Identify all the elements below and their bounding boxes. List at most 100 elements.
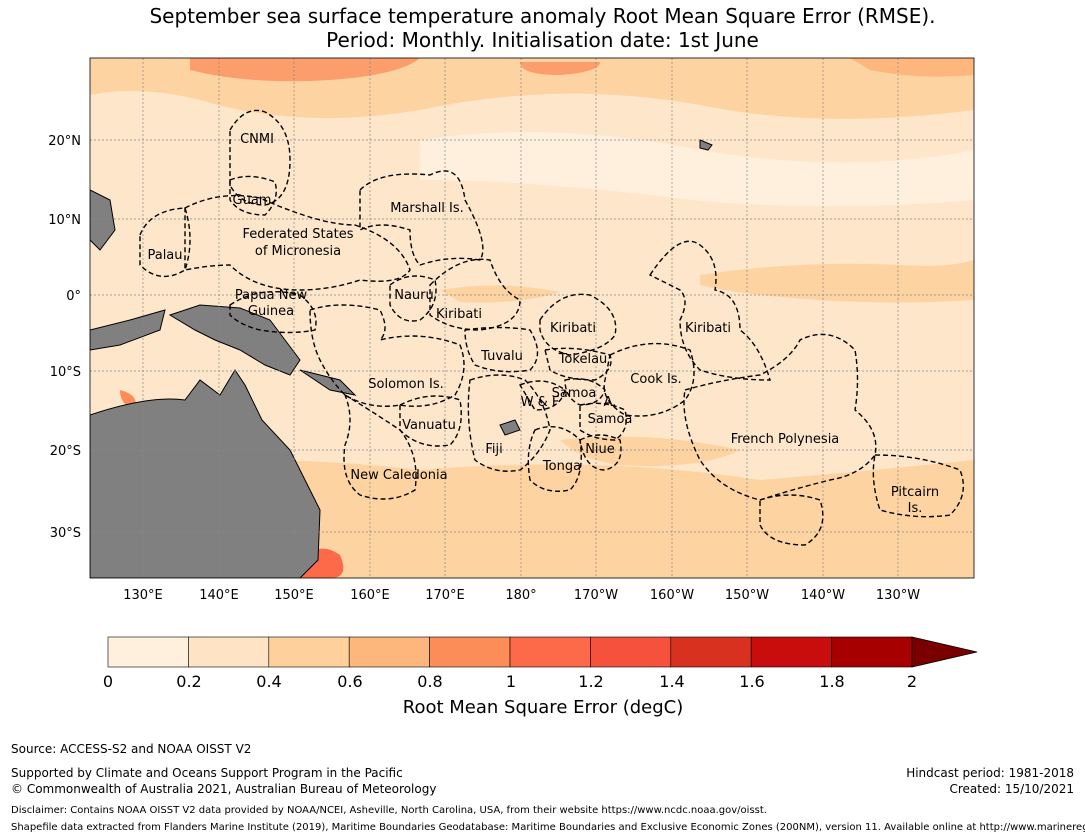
lon-tick: 170°W [574,588,618,603]
hindcast-text: Hindcast period: 1981-2018 [906,766,1074,780]
lon-tick: 140°W [801,588,845,603]
eez-vanuatu [399,395,462,447]
colorbar-cells [107,636,913,668]
map-frame [89,57,975,579]
indonesia-land [90,309,166,351]
colorbar-cell [268,636,350,668]
colorbar-extend-arrow [911,636,978,668]
label-tuvalu: Tuvalu [480,349,523,364]
light-patch [420,132,974,207]
lon-tick: 180° [505,588,536,603]
colorbar-tick: 0 [103,672,113,691]
colorbar-tick: 2 [907,672,917,691]
eez-pitcairn [872,454,964,518]
eez-tonga [527,426,582,492]
eez-samoa [564,378,606,406]
fiji-land [499,419,521,436]
label-guam: Guam [233,193,272,208]
lat-tick: 20°N [48,134,81,149]
colorbar-cell [670,636,752,668]
graticule [90,58,974,578]
colorbar-tick: 0.2 [176,672,201,691]
label-png-2: Guinea [248,304,294,319]
colorbar-cell [509,636,591,668]
lon-tick: 150°E [274,588,314,603]
colorbar-tick: 1.8 [819,672,844,691]
disclaimer-text: Disclaimer: Contains NOAA OISST V2 data … [11,805,767,816]
label-am-samoa: Samoa [588,412,633,427]
eez-fp-south [759,494,824,546]
label-niue: Niue [585,442,615,457]
hawaii-land [699,139,713,151]
north-hot-patch-2 [520,62,600,75]
colorbar-tick: 1.2 [578,672,603,691]
lat-tick: 30°S [50,526,81,541]
label-kiribati-w: Kiribati [436,307,482,322]
eez-new-caledonia [343,393,417,500]
colorbar-tick: 1.6 [739,672,764,691]
australia-land [90,369,321,578]
chart-title-line-2: Period: Monthly. Initialisation date: 1s… [326,28,759,52]
north-warm-patch [850,58,974,77]
lat-tick: 20°S [50,444,81,459]
eez-cook [603,342,695,417]
lon-tick: 130°E [123,588,163,603]
eez-nauru [389,275,437,322]
colorbar-label: Root Mean Square Error (degC) [403,697,684,718]
colorbar-tick: 0.6 [337,672,362,691]
eez-solomon [309,304,465,407]
eez-kiribati-e [648,240,771,381]
colorbar-cell [188,636,270,668]
lon-tick: 160°W [650,588,694,603]
rmse-field [90,58,974,578]
eez-guam [229,175,277,216]
lat-tick: 0° [66,289,81,304]
eez-fiji [467,374,551,472]
colorbar-tick: 0.8 [417,672,442,691]
source-text: Source: ACCESS-S2 and NOAA OISST V2 [11,742,252,756]
label-vanuatu: Vanuatu [402,418,456,433]
label-samoa: Samoa [552,386,597,401]
label-kiribati-c: Kiribati [550,321,596,336]
colorbar-cell [831,636,913,668]
label-fiji: Fiji [485,442,502,457]
label-tonga: Tonga [542,459,581,474]
solomon-land [299,369,357,396]
label-marshall: Marshall Is. [390,201,464,216]
colorbar-cell [348,636,430,668]
label-palau: Palau [147,248,182,263]
label-cnmi: CNMI [240,132,274,147]
lon-tick: 140°E [199,588,239,603]
colorbar-cell [590,636,672,668]
colorbar-tick: 1.4 [659,672,684,691]
new-guinea-land [168,304,301,376]
lat-tick: 10°S [50,365,81,380]
eez-cnmi [229,109,291,206]
label-pitcairn-2: Is. [908,501,923,516]
lon-tick-labels: 130°E 140°E 150°E 160°E 170°E 180° 170°W… [123,588,920,603]
south-warm-patch [560,436,740,466]
eez-tuvalu [464,326,539,373]
label-fsm-2: of Micronesia [255,244,341,259]
label-tokelau: Tokelau [558,352,608,367]
label-am-samoa-a: A. [604,395,617,410]
north-hot-patch [190,58,420,82]
eez-niue [579,434,622,471]
eez-boundaries [139,109,964,546]
label-cook: Cook Is. [630,372,681,387]
colorbar-tick: 1 [506,672,516,691]
support-text-1: Supported by Climate and Oceans Support … [11,766,403,780]
label-pitcairn-1: Pitcairn [891,485,939,500]
colorbar-cell [750,636,832,668]
philippines-land [90,189,116,251]
label-french-polynesia: French Polynesia [731,432,840,447]
label-nauru: Nauru [394,288,434,303]
colorbar-cell [429,636,511,668]
label-wallis: W & F [521,395,560,410]
colorbar-tick-labels: 0 0.2 0.4 0.6 0.8 1 1.2 1.4 1.6 1.8 2 [103,672,917,691]
lat-tick-labels: 20°N 10°N 0° 10°S 20°S 30°S [48,134,81,541]
lon-tick: 130°W [876,588,920,603]
support-text-2: © Commonwealth of Australia 2021, Austra… [11,782,437,796]
label-new-caledonia: New Caledonia [350,468,447,483]
label-fsm-1: Federated States [243,227,354,242]
